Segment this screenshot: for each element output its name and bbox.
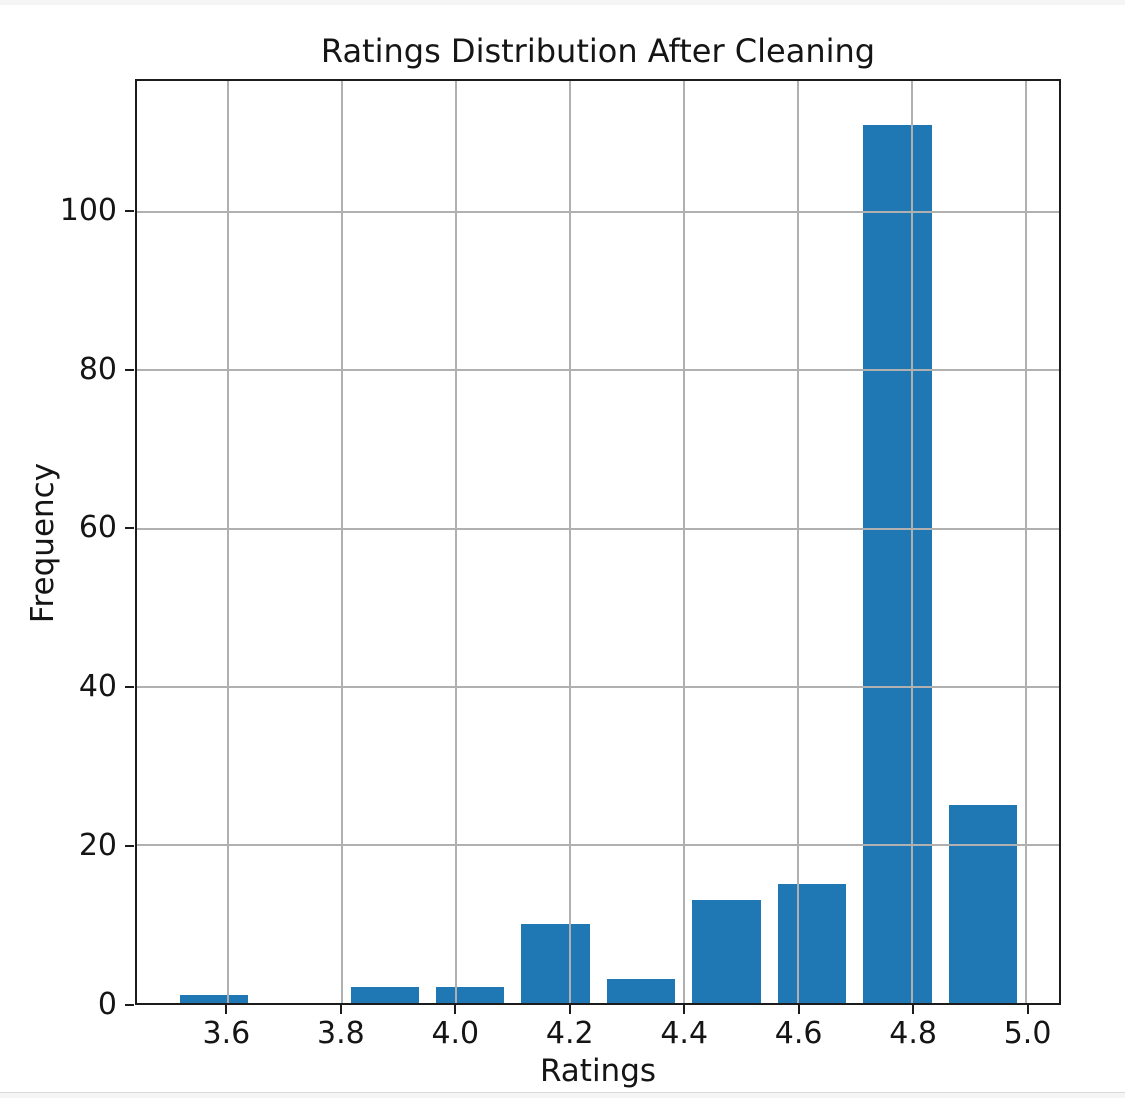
x-tick-mark xyxy=(454,1005,457,1014)
gridline-horizontal xyxy=(137,843,1059,846)
y-tick-label: 20 xyxy=(78,828,117,864)
x-tick-label: 3.6 xyxy=(202,1016,251,1051)
y-tick-label: 60 xyxy=(78,510,117,546)
y-tick-mark xyxy=(125,209,134,212)
x-tick-label: 4.2 xyxy=(545,1016,594,1051)
y-tick-label: 40 xyxy=(78,669,117,705)
figure-canvas: Ratings Distribution After Cleaning Freq… xyxy=(0,5,1125,1092)
x-tick-label: 5.0 xyxy=(1003,1016,1052,1051)
gridline-vertical xyxy=(682,81,685,1003)
y-tick-label: 80 xyxy=(78,351,117,387)
x-tick-label: 4.4 xyxy=(660,1016,709,1051)
gridline-vertical xyxy=(568,81,571,1003)
y-tick-mark xyxy=(125,368,134,371)
x-tick-label: 4.0 xyxy=(431,1016,480,1051)
gridline-horizontal xyxy=(137,211,1059,214)
gridline-vertical xyxy=(340,81,343,1003)
histogram-bar xyxy=(435,987,505,1003)
gridline-vertical xyxy=(1024,81,1027,1003)
histogram-bar xyxy=(521,923,590,1003)
gridline-vertical xyxy=(910,81,913,1003)
x-tick-mark xyxy=(912,1005,915,1014)
y-tick-mark xyxy=(125,527,134,530)
plot-area xyxy=(135,79,1061,1005)
y-tick-mark xyxy=(125,686,134,689)
gridline-horizontal xyxy=(137,685,1059,688)
histogram-bar xyxy=(948,805,1018,1003)
histogram-bar xyxy=(863,125,932,1003)
x-tick-label: 3.8 xyxy=(316,1016,365,1051)
histogram-bar xyxy=(350,987,419,1003)
gridline-horizontal xyxy=(137,527,1059,530)
y-tick-mark xyxy=(125,1004,134,1006)
x-tick-mark xyxy=(683,1005,686,1014)
x-tick-mark xyxy=(568,1005,571,1014)
y-tick-label: 0 xyxy=(97,987,117,1022)
y-tick-label: 100 xyxy=(59,192,117,228)
x-tick-mark xyxy=(797,1005,800,1014)
x-tick-mark xyxy=(1026,1005,1029,1014)
gridline-vertical xyxy=(796,81,799,1003)
x-tick-mark xyxy=(339,1005,342,1014)
chart-title: Ratings Distribution After Cleaning xyxy=(320,32,876,70)
y-tick-mark xyxy=(125,845,134,848)
histogram-bar xyxy=(692,900,761,1003)
gridline-vertical xyxy=(454,81,457,1003)
gridline-vertical xyxy=(226,81,229,1003)
x-tick-label: 4.6 xyxy=(774,1016,823,1051)
x-tick-label: 4.8 xyxy=(889,1016,937,1051)
histogram-bar xyxy=(606,979,676,1003)
x-tick-mark xyxy=(225,1005,228,1014)
histogram-bar xyxy=(777,884,847,1003)
x-axis-label: Ratings xyxy=(539,1053,657,1089)
histogram-bar xyxy=(179,995,248,1003)
page-bottom-strip xyxy=(0,1092,1125,1098)
gridline-horizontal xyxy=(137,369,1059,372)
